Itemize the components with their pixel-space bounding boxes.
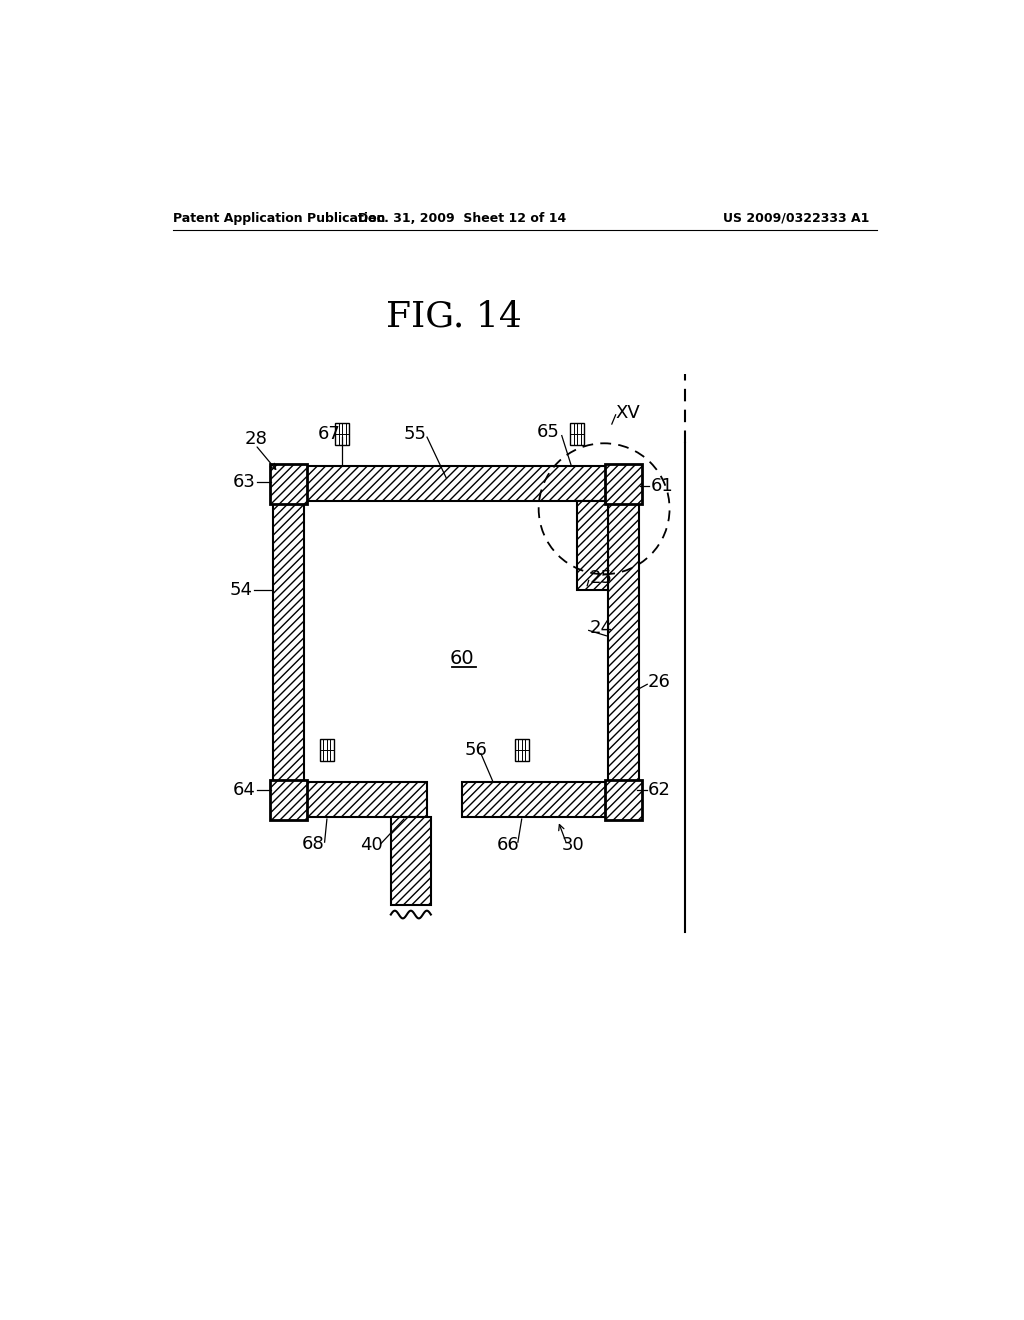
Text: US 2009/0322333 A1: US 2009/0322333 A1 — [723, 213, 869, 224]
Text: 62: 62 — [648, 781, 671, 799]
Text: 25: 25 — [590, 569, 612, 587]
Bar — [578, 502, 608, 590]
Text: 55: 55 — [403, 425, 427, 444]
Text: 54: 54 — [229, 581, 252, 598]
Text: 64: 64 — [233, 781, 256, 799]
Bar — [605, 780, 642, 820]
Bar — [273, 466, 639, 502]
Text: FIG. 14: FIG. 14 — [386, 300, 522, 333]
Bar — [270, 465, 307, 504]
Bar — [270, 780, 307, 820]
Text: 68: 68 — [302, 834, 325, 853]
Text: Patent Application Publication: Patent Application Publication — [173, 213, 385, 224]
Bar — [570, 424, 584, 445]
Bar — [515, 739, 528, 760]
Text: 56: 56 — [464, 741, 487, 759]
Bar — [462, 781, 639, 817]
Text: 65: 65 — [537, 422, 559, 441]
Text: 26: 26 — [648, 673, 671, 690]
Bar — [605, 465, 642, 504]
Text: 24: 24 — [590, 619, 612, 638]
Bar — [273, 502, 304, 781]
Bar — [608, 502, 639, 781]
Text: 28: 28 — [245, 430, 267, 449]
Text: 40: 40 — [360, 837, 383, 854]
Text: 63: 63 — [233, 473, 256, 491]
Text: Dec. 31, 2009  Sheet 12 of 14: Dec. 31, 2009 Sheet 12 of 14 — [357, 213, 566, 224]
Text: 60: 60 — [450, 649, 474, 668]
Bar — [273, 781, 427, 817]
Bar — [391, 817, 431, 906]
Text: 67: 67 — [317, 425, 341, 444]
Text: 61: 61 — [650, 477, 673, 495]
Bar — [319, 739, 334, 760]
Text: 66: 66 — [497, 837, 519, 854]
Text: XV: XV — [615, 404, 640, 421]
Text: 30: 30 — [562, 837, 585, 854]
Bar — [336, 424, 349, 445]
